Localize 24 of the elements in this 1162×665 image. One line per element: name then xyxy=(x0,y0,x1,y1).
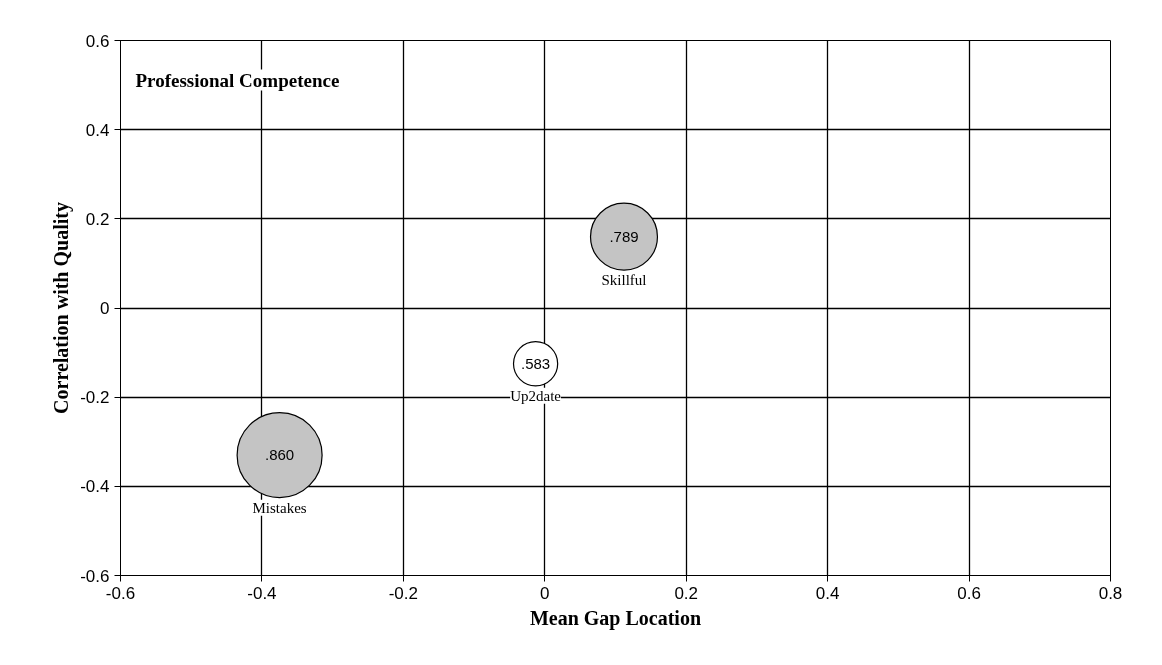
x-tick-label: 0.2 xyxy=(674,583,699,603)
annotation: .789 xyxy=(609,227,639,245)
series-label: Up2date xyxy=(510,387,562,404)
x-tick-label: 0.6 xyxy=(957,583,981,603)
x-tick-label: 0.4 xyxy=(815,583,840,603)
y-tick-label: -0.2 xyxy=(80,388,110,408)
y-tick-label: 0.6 xyxy=(85,31,110,51)
series-label: Skillful xyxy=(601,272,647,289)
annotation: .860 xyxy=(265,446,295,464)
y-tick-label: 0 xyxy=(100,299,110,318)
y-tick-label: 0.2 xyxy=(85,209,110,229)
x-tick-label: -0.6 xyxy=(105,583,136,603)
x-tick-label: -0.2 xyxy=(388,583,419,603)
y-tick-label: 0.4 xyxy=(85,120,110,140)
y-axis-title: Correlation with Quality xyxy=(50,202,74,414)
series-label: Mistakes xyxy=(252,499,307,516)
x-tick-label: -0.4 xyxy=(247,583,277,603)
annotation: .583 xyxy=(521,354,551,372)
y-tick-label: -0.4 xyxy=(80,477,110,497)
x-axis-title: Mean Gap Location xyxy=(529,606,702,630)
y-tick-label: -0.6 xyxy=(80,566,110,586)
annotation: Professional Competence xyxy=(135,69,340,91)
x-tick-label: 0.8 xyxy=(1098,583,1123,603)
x-tick-label: 0 xyxy=(540,583,550,603)
